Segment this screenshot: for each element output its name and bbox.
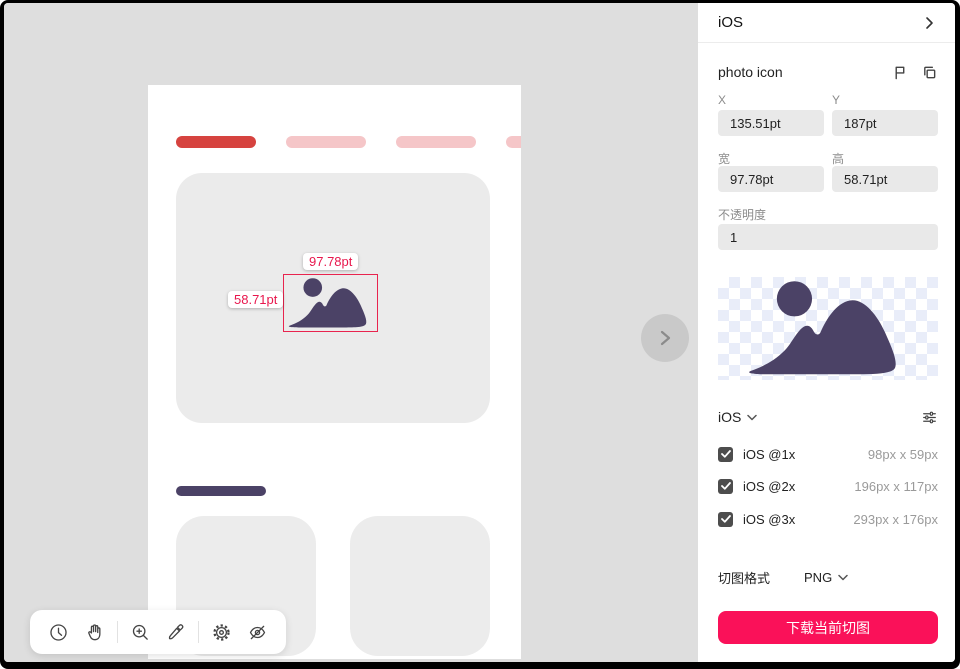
height-measurement-label: 58.71pt <box>228 291 284 308</box>
export-label-3x: iOS @3x <box>743 511 796 527</box>
content-card <box>350 516 490 656</box>
inspector-panel: iOS photo icon X Y 宽 高 <box>698 3 955 662</box>
checkbox-3x[interactable] <box>718 511 733 527</box>
layer-row: photo icon <box>718 61 938 83</box>
format-dropdown[interactable]: PNG <box>804 570 848 585</box>
history-button[interactable] <box>46 619 72 645</box>
export-row-2x: iOS @2x 196px x 117px <box>718 476 938 496</box>
checkbox-2x[interactable] <box>718 478 733 494</box>
y-input[interactable] <box>832 110 938 136</box>
artboard: 97.78pt 58.71pt <box>148 85 521 659</box>
format-row: 切图格式 PNG <box>718 567 848 587</box>
photo-glyph <box>749 280 896 374</box>
chevron-right-icon[interactable] <box>921 15 937 31</box>
export-size-3x: 293px x 176px <box>853 511 938 527</box>
flag-button[interactable] <box>890 63 908 81</box>
panel-header: iOS <box>698 3 955 43</box>
slice-preview <box>718 277 938 380</box>
toolbar-divider <box>116 621 118 643</box>
copy-icon <box>923 66 935 78</box>
tab-pill <box>506 136 521 148</box>
settings-button[interactable] <box>209 619 235 645</box>
toolbar-divider <box>198 621 200 643</box>
gear-icon <box>213 623 230 641</box>
hand-icon <box>87 623 101 640</box>
eyedropper-button[interactable] <box>163 619 189 645</box>
platform-dropdown-label: iOS <box>718 409 742 425</box>
selected-layer-photo-icon[interactable] <box>283 274 378 332</box>
tab-pill <box>396 136 476 148</box>
export-size-2x: 196px x 117px <box>854 478 938 494</box>
width-label: 宽 <box>718 152 731 166</box>
tab-pill <box>286 136 366 148</box>
collapse-panel-button[interactable] <box>641 314 689 362</box>
pan-tool-button[interactable] <box>81 619 107 645</box>
sliders-icon <box>922 411 936 423</box>
chevron-right-icon <box>660 330 671 346</box>
export-label-2x: iOS @2x <box>743 478 796 494</box>
design-canvas[interactable]: 97.78pt 58.71pt <box>4 3 698 662</box>
photo-glyph <box>288 278 367 328</box>
platform-dropdown[interactable]: iOS <box>718 409 758 425</box>
copy-button[interactable] <box>920 63 938 81</box>
eyedropper-icon <box>169 623 184 639</box>
zoom-in-icon <box>132 624 148 640</box>
export-label-1x: iOS @1x <box>743 446 796 462</box>
checkbox-1x[interactable] <box>718 446 733 462</box>
x-input[interactable] <box>718 110 824 136</box>
hide-annotations-button[interactable] <box>244 619 270 645</box>
zoom-in-button[interactable] <box>127 619 153 645</box>
export-row-1x: iOS @1x 98px x 59px <box>718 444 938 464</box>
format-dropdown-value: PNG <box>804 569 833 585</box>
width-input[interactable] <box>718 166 824 192</box>
x-label: X <box>718 93 727 107</box>
chevron-down-icon <box>747 414 758 420</box>
height-label: 高 <box>832 152 845 166</box>
width-measurement-label: 97.78pt <box>303 253 359 270</box>
title-bar-shape <box>176 486 266 496</box>
download-slice-button[interactable]: 下载当前切图 <box>718 611 938 644</box>
platform-row: iOS <box>718 407 938 427</box>
export-row-3x: iOS @3x 293px x 176px <box>718 509 938 529</box>
height-input[interactable] <box>832 166 938 192</box>
export-settings-button[interactable] <box>920 408 938 426</box>
y-label: Y <box>832 93 841 107</box>
layer-name: photo icon <box>718 64 783 80</box>
eye-off-icon <box>249 625 266 639</box>
chevron-down-icon <box>838 574 848 580</box>
clock-icon <box>50 623 67 641</box>
flag-icon <box>895 66 904 79</box>
export-size-1x: 98px x 59px <box>867 446 938 462</box>
opacity-input[interactable] <box>718 224 938 250</box>
panel-title: iOS <box>718 14 744 31</box>
opacity-label: 不透明度 <box>718 208 767 222</box>
format-label: 切图格式 <box>718 570 771 586</box>
canvas-toolbar <box>30 610 286 654</box>
tab-pill-active <box>176 136 256 148</box>
